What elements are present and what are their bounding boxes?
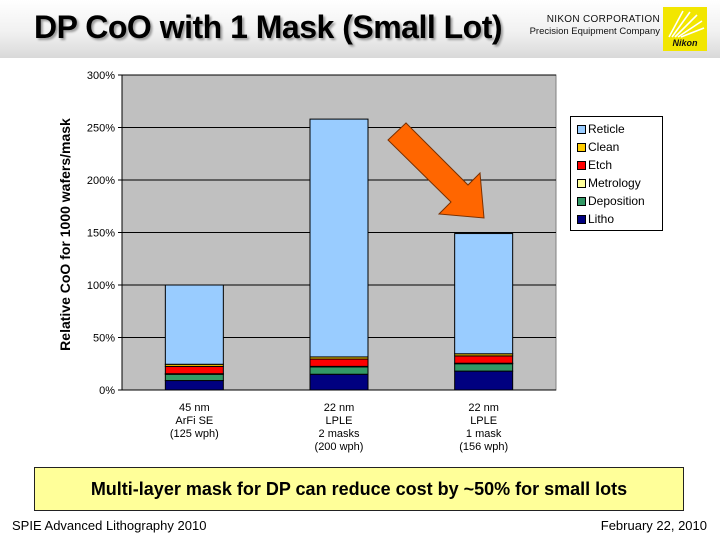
legend-item-reticle: Reticle (577, 121, 625, 137)
legend-item-litho: Litho (577, 211, 614, 227)
x-category-line: (156 wph) (459, 441, 509, 453)
slide-title: DP CoO with 1 Mask (Small Lot) (34, 9, 503, 45)
legend-swatch (577, 196, 586, 206)
logo-rays-icon (668, 10, 705, 38)
legend-label: Clean (588, 140, 620, 154)
y-tick-label: 100% (87, 280, 115, 292)
x-category-line: LPLE (470, 415, 498, 427)
bar-reticle-2 (309, 118, 369, 358)
y-axis-label: Relative CoO for 1000 wafers/mask (57, 118, 73, 351)
company-division: Precision Equipment Company (529, 26, 660, 37)
y-tick-label: 250% (87, 123, 115, 135)
x-category-line: 2 masks (318, 428, 360, 440)
legend-label: Metrology (588, 176, 641, 190)
bar-reticle-1 (164, 284, 224, 365)
bar-litho-3 (454, 370, 514, 391)
y-tick-label: 50% (93, 333, 115, 345)
bar-etch-2 (309, 358, 369, 367)
legend-label: Deposition (588, 194, 645, 208)
bar-reticle-3 (454, 233, 514, 355)
x-category-line: LPLE (325, 415, 353, 427)
legend-item-deposition: Deposition (577, 193, 645, 209)
nikon-logo: Nikon (663, 7, 707, 51)
x-category-label: 22 nm LPLE 1 mask (156 wph) (429, 402, 539, 454)
legend-swatch (577, 124, 586, 134)
x-category-label: 22 nm LPLE 2 masks (200 wph) (284, 402, 394, 454)
bar-deposition-1 (164, 373, 224, 382)
bar-deposition-2 (309, 366, 369, 375)
bar-deposition-3 (454, 363, 514, 372)
x-category-line: 22 nm (323, 402, 355, 414)
legend-swatch (577, 214, 586, 224)
bar-etch-1 (164, 365, 224, 375)
annotation-arrow (387, 122, 485, 219)
legend-item-etch: Etch (577, 157, 612, 173)
chart: 0% 50% 100% 150% 200% 250% 300% Relative CoO fo… (57, 70, 557, 397)
legend-label: Reticle (588, 122, 625, 136)
x-category-line: 22 nm (468, 402, 499, 414)
x-category-line: 45 nm (179, 402, 210, 414)
legend-swatch (577, 178, 586, 188)
x-category-label: 45 nm ArFi SE (125 wph) (139, 402, 249, 441)
x-category-line: 1 mask (465, 428, 502, 440)
header-band (0, 0, 720, 58)
legend-label: Etch (588, 158, 613, 172)
chart-legend: Reticle Clean Etch Metrology Deposition Litho (570, 116, 663, 231)
legend-swatch (577, 142, 586, 152)
footer-conference: SPIE Advanced Lithography 2010 (12, 518, 207, 533)
bar-litho-2 (309, 373, 369, 391)
footer-date: February 22, 2010 (600, 518, 707, 533)
y-tick-label: 0% (99, 385, 115, 397)
bar-litho-1 (164, 380, 224, 391)
legend-label: Litho (588, 212, 615, 226)
bar-etch-3 (454, 355, 514, 364)
y-tick-label: 150% (87, 228, 115, 240)
x-category-line: (200 wph) (314, 441, 364, 453)
legend-swatch (577, 160, 586, 170)
company-block: NIKON CORPORATION Precision Equipment Co… (530, 14, 660, 38)
x-category-line: ArFi SE (175, 415, 214, 427)
logo-wordmark: Nikon (672, 38, 698, 48)
legend-item-metrology: Metrology (577, 175, 641, 191)
y-tick-label: 300% (87, 70, 115, 82)
company-name: NIKON CORPORATION (546, 14, 660, 25)
x-category-line: (125 wph) (169, 428, 219, 440)
y-tick-label: 200% (87, 175, 115, 187)
summary-callout: Multi-layer mask for DP can reduce cost … (34, 467, 684, 511)
legend-item-clean: Clean (577, 139, 619, 155)
